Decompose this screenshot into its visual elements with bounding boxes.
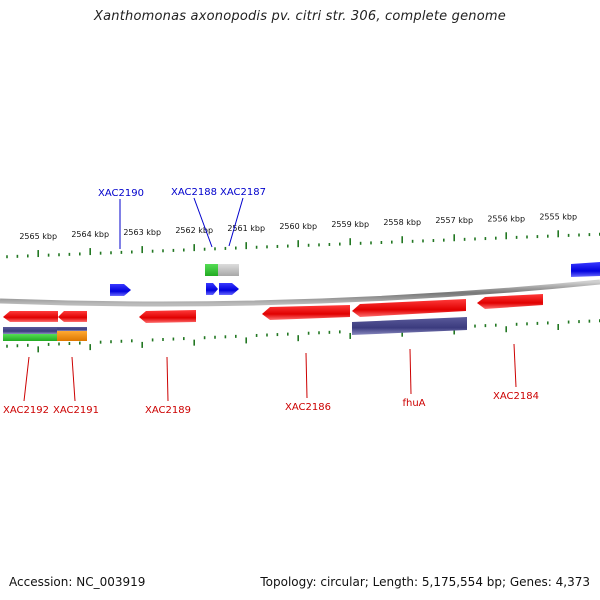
scale-tick-labels: 2565 kbp 2564 kbp 2563 kbp 2562 kbp 2561 kbp… <box>19 212 577 241</box>
feature-green-xac2192[interactable] <box>3 334 58 341</box>
gene-label-fhua[interactable]: fhuA <box>402 398 425 409</box>
gene-label-xac2184[interactable]: XAC2184 <box>493 391 539 402</box>
scale-tick-label: 2565 kbp <box>19 232 57 241</box>
gene-labels: XAC2190 XAC2188 XAC2187 XAC2192 XAC2191 … <box>3 187 539 416</box>
feature-purple-xac2192[interactable] <box>3 327 58 334</box>
gene-arrow-xac2192[interactable] <box>3 311 58 322</box>
feature-orange-xac2191[interactable] <box>57 331 87 341</box>
gene-label-xac2191[interactable]: XAC2191 <box>53 405 99 416</box>
scale-tick-label: 2555 kbp <box>539 212 577 221</box>
scale-tick-label: 2559 kbp <box>331 220 369 229</box>
gene-label-xac2190[interactable]: XAC2190 <box>98 188 144 199</box>
gene-label-xac2186[interactable]: XAC2186 <box>285 402 331 413</box>
scale-tick-label: 2563 kbp <box>123 228 161 237</box>
gene-arrow-xac2184[interactable] <box>477 294 543 309</box>
feature-purple-fhua[interactable] <box>352 317 467 335</box>
accession-text: Accession: NC_003919 <box>9 575 146 589</box>
genome-title: Xanthomonas axonopodis pv. citri str. 30… <box>94 9 506 24</box>
gene-label-xac2192[interactable]: XAC2192 <box>3 405 49 416</box>
gene-arrow-xac2186[interactable] <box>262 305 350 320</box>
genome-backbone <box>0 279 600 307</box>
gene-label-xac2189[interactable]: XAC2189 <box>145 405 191 416</box>
gene-arrow-xac2187[interactable] <box>219 283 239 295</box>
scale-tick-label: 2556 kbp <box>487 214 525 223</box>
gene-arrow-right-edge[interactable] <box>571 262 600 277</box>
gene-arrow-xac2189[interactable] <box>139 310 196 323</box>
genome-stats-text: Topology: circular; Length: 5,175,554 bp… <box>260 575 590 589</box>
scale-tick-label: 2561 kbp <box>227 224 265 233</box>
scale-tick-label: 2564 kbp <box>71 230 109 239</box>
gene-arrow-xac2188[interactable] <box>206 283 218 295</box>
gene-arrow-xac2191[interactable] <box>58 311 87 322</box>
scale-tick-label: 2560 kbp <box>279 222 317 231</box>
label-connectors <box>23 197 517 402</box>
feature-purple-xac2191[interactable] <box>57 327 87 331</box>
feature-gray-upper[interactable] <box>218 264 239 276</box>
scale-tick-label: 2562 kbp <box>175 226 213 235</box>
gene-arrow-fhua[interactable] <box>352 299 466 317</box>
feature-green-upper[interactable] <box>205 264 218 276</box>
gene-label-xac2187[interactable]: XAC2187 <box>220 187 266 198</box>
scale-track-lower <box>6 319 600 353</box>
gene-arrow-xac2190[interactable] <box>110 284 131 296</box>
scale-tick-label: 2558 kbp <box>383 218 421 227</box>
gene-label-xac2188[interactable]: XAC2188 <box>171 187 217 198</box>
scale-tick-label: 2557 kbp <box>435 216 473 225</box>
